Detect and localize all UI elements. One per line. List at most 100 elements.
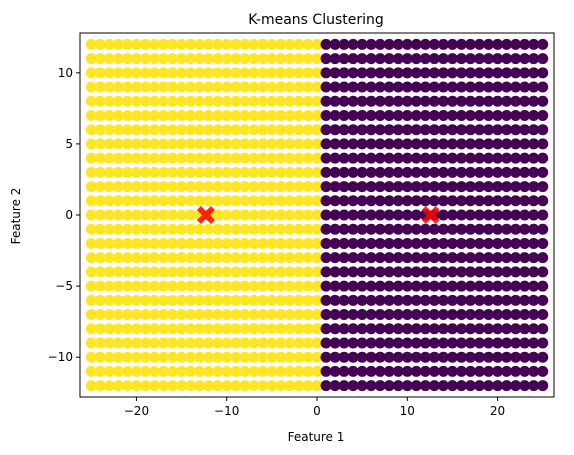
data-point-cluster-1 [203,81,215,93]
data-point-cluster-1 [139,195,151,207]
data-point-cluster-0 [410,237,422,249]
data-point-cluster-0 [474,67,486,79]
data-point-cluster-0 [338,195,350,207]
data-point-cluster-1 [284,181,296,193]
data-point-cluster-0 [428,309,440,321]
data-point-cluster-0 [519,124,531,136]
data-point-cluster-1 [275,266,287,278]
data-point-cluster-0 [428,124,440,136]
data-point-cluster-1 [121,252,133,264]
data-point-cluster-1 [176,67,188,79]
data-point-cluster-1 [203,152,215,164]
data-point-cluster-1 [121,351,133,363]
data-point-cluster-1 [139,53,151,65]
data-point-cluster-1 [176,124,188,136]
data-point-cluster-1 [266,337,278,349]
data-point-cluster-1 [103,38,115,50]
data-point-cluster-0 [365,380,377,392]
data-point-cluster-0 [446,53,458,65]
data-point-cluster-1 [257,309,269,321]
data-point-cluster-1 [257,38,269,50]
data-point-cluster-1 [230,337,242,349]
data-point-cluster-1 [284,323,296,335]
data-point-cluster-1 [284,152,296,164]
data-point-cluster-1 [158,195,170,207]
data-point-cluster-0 [528,309,540,321]
data-point-cluster-0 [356,337,368,349]
data-point-cluster-0 [510,152,522,164]
data-point-cluster-0 [519,380,531,392]
data-point-cluster-0 [338,280,350,292]
data-point-cluster-1 [257,152,269,164]
data-point-cluster-0 [446,380,458,392]
data-point-cluster-0 [392,365,404,377]
data-point-cluster-0 [464,38,476,50]
data-point-cluster-0 [374,294,386,306]
data-point-cluster-1 [293,138,305,150]
data-point-cluster-0 [383,380,395,392]
data-point-cluster-0 [338,266,350,278]
data-point-cluster-1 [130,181,142,193]
data-point-cluster-0 [392,152,404,164]
data-point-cluster-1 [230,81,242,93]
data-point-cluster-1 [167,181,179,193]
data-point-cluster-1 [257,138,269,150]
data-point-cluster-1 [158,124,170,136]
data-point-cluster-1 [185,280,197,292]
data-point-cluster-1 [148,365,160,377]
data-point-cluster-1 [248,53,260,65]
data-point-cluster-1 [158,252,170,264]
data-point-cluster-0 [492,181,504,193]
data-point-cluster-0 [401,38,413,50]
data-point-cluster-0 [365,195,377,207]
data-point-cluster-1 [203,365,215,377]
data-point-cluster-0 [365,38,377,50]
data-point-cluster-0 [483,38,495,50]
data-point-cluster-1 [185,138,197,150]
data-point-cluster-0 [492,124,504,136]
data-point-cluster-0 [474,280,486,292]
data-point-cluster-0 [356,195,368,207]
data-point-cluster-0 [401,280,413,292]
data-point-cluster-0 [528,380,540,392]
data-point-cluster-0 [474,152,486,164]
data-point-cluster-0 [492,323,504,335]
data-point-cluster-1 [293,237,305,249]
data-point-cluster-0 [528,266,540,278]
data-point-cluster-1 [212,152,224,164]
data-point-cluster-1 [257,95,269,107]
data-point-cluster-0 [356,351,368,363]
data-point-cluster-0 [329,95,341,107]
data-point-cluster-1 [130,195,142,207]
data-point-cluster-0 [383,323,395,335]
x-tick-label: 20 [490,404,505,418]
data-point-cluster-0 [419,67,431,79]
data-point-cluster-1 [185,237,197,249]
data-point-cluster-0 [446,323,458,335]
data-point-cluster-1 [239,67,251,79]
data-point-cluster-0 [492,309,504,321]
data-point-cluster-1 [212,181,224,193]
data-point-cluster-0 [374,152,386,164]
data-point-cluster-0 [347,95,359,107]
data-point-cluster-1 [130,81,142,93]
data-point-cluster-1 [239,380,251,392]
data-point-cluster-1 [121,337,133,349]
data-point-cluster-0 [356,309,368,321]
data-point-cluster-0 [455,252,467,264]
data-point-cluster-0 [320,351,332,363]
data-point-cluster-1 [194,181,206,193]
data-point-cluster-1 [248,81,260,93]
data-point-cluster-0 [419,181,431,193]
data-point-cluster-0 [410,138,422,150]
data-point-cluster-1 [266,266,278,278]
data-point-cluster-0 [365,365,377,377]
data-point-cluster-1 [158,309,170,321]
data-point-cluster-0 [374,138,386,150]
data-point-cluster-1 [130,365,142,377]
data-point-cluster-0 [455,109,467,121]
data-point-cluster-1 [230,351,242,363]
data-point-cluster-0 [428,252,440,264]
data-point-cluster-0 [437,109,449,121]
data-point-cluster-1 [112,237,124,249]
